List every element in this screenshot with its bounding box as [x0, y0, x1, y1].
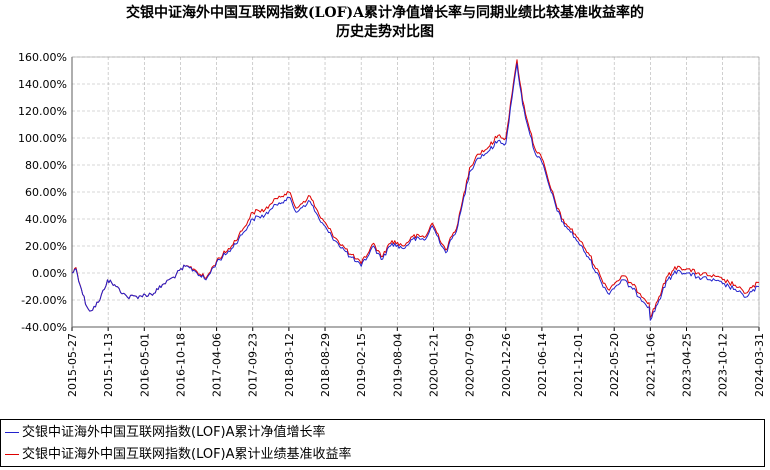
- x-tick-label: 2016-05-01: [138, 333, 151, 397]
- x-tick-label: 2018-08-29: [319, 333, 332, 397]
- x-tick-label: 2018-03-12: [283, 333, 296, 397]
- x-tick-label: 2021-12-01: [572, 333, 585, 397]
- legend-swatch-benchmark: [5, 454, 19, 455]
- y-tick-labels: -40.00% -20.00% 0.00% 20.00% 40.00% 60.00% 80.…: [18, 51, 67, 334]
- x-tick-label: 2020-07-09: [464, 333, 477, 397]
- y-tick-label: 60.00%: [25, 186, 67, 199]
- x-tick-label: 2019-08-04: [391, 333, 404, 397]
- series-lines: [71, 59, 760, 321]
- x-tick-label: 2016-10-18: [174, 333, 187, 397]
- chart-title: 交银中证海外中国互联网指数(LOF)A累计净值增长率与同期业绩比较基准收益率的 …: [0, 4, 770, 42]
- series-line-nav: [71, 63, 760, 321]
- plot-frame: [71, 56, 760, 328]
- x-tick-label: 2022-11-06: [644, 333, 657, 397]
- y-tick-label: 100.00%: [18, 132, 67, 145]
- y-tick-label: 0.00%: [32, 267, 67, 280]
- y-tick-label: 20.00%: [25, 240, 67, 253]
- legend-item-nav: 交银中证海外中国互联网指数(LOF)A累计净值增长率: [5, 423, 326, 443]
- y-tick-label: 160.00%: [18, 51, 67, 64]
- legend-item-benchmark: 交银中证海外中国互联网指数(LOF)A累计业绩基准收益率: [5, 445, 352, 465]
- y-tick-label: 140.00%: [18, 78, 67, 91]
- x-tick-label: 2019-02-15: [355, 333, 368, 397]
- x-tick-label: 2020-01-21: [427, 333, 440, 397]
- y-tick-label: 40.00%: [25, 213, 67, 226]
- x-tick-label: 2017-09-23: [247, 333, 260, 397]
- x-tick-label: 2015-11-13: [102, 333, 115, 397]
- y-tick-label: -20.00%: [21, 294, 67, 307]
- gridlines: [71, 56, 760, 331]
- x-tick-label: 2020-12-26: [500, 333, 513, 397]
- y-tick-label: 120.00%: [18, 105, 67, 118]
- legend-label-benchmark: 交银中证海外中国互联网指数(LOF)A累计业绩基准收益率: [22, 447, 352, 462]
- x-tick-label: 2017-04-06: [211, 333, 224, 397]
- x-tick-label: 2023-04-25: [680, 333, 693, 397]
- chart-title-line-2: 历史走势对比图: [336, 24, 434, 40]
- x-tick-labels: 2015-05-27 2015-11-13 2016-05-01 2016-10-18…: [66, 333, 766, 397]
- x-tick-label: 2021-06-14: [536, 333, 549, 397]
- x-tick-label: 2015-05-27: [66, 333, 79, 397]
- chart-title-line-1: 交银中证海外中国互联网指数(LOF)A累计净值增长率与同期业绩比较基准收益率的: [125, 5, 645, 21]
- legend-swatch-nav: [5, 432, 19, 433]
- x-tick-label: 2022-05-20: [608, 333, 621, 397]
- x-tick-label: 2024-03-31: [753, 333, 766, 397]
- y-tick-label: 80.00%: [25, 159, 67, 172]
- series-line-benchmark: [71, 59, 759, 319]
- legend-label-nav: 交银中证海外中国互联网指数(LOF)A累计净值增长率: [22, 425, 326, 440]
- y-tick-label: -40.00%: [21, 321, 67, 334]
- x-tick-label: 2023-10-12: [717, 333, 730, 397]
- legend: 交银中证海外中国互联网指数(LOF)A累计净值增长率 交银中证海外中国互联网指数…: [0, 419, 765, 467]
